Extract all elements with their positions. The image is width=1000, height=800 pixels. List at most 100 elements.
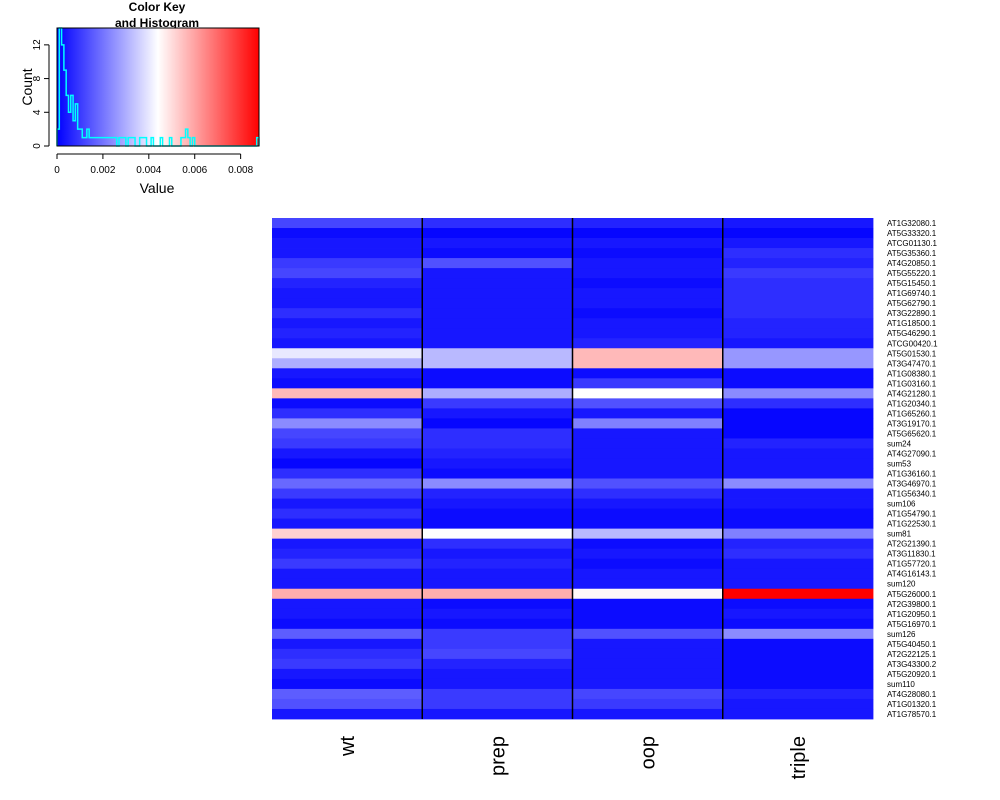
heatmap-cell <box>722 308 874 319</box>
heatmap-cell <box>722 638 874 650</box>
heatmap-cell <box>422 388 573 399</box>
heatmap-cell <box>572 548 724 560</box>
heatmap-cell <box>572 428 724 439</box>
heatmap-cell <box>572 228 724 239</box>
column-label: triple <box>788 736 810 779</box>
heatmap-cell <box>272 248 423 259</box>
heatmap-cell <box>422 528 573 540</box>
heatmap-cell <box>722 218 874 229</box>
heatmap-cell <box>272 348 423 359</box>
heatmap-cell <box>422 678 573 690</box>
heatmap-cell <box>572 388 724 399</box>
row-label: AT5G16970.1 <box>887 620 937 629</box>
heatmap-cell <box>422 278 573 289</box>
row-label: AT3G46970.1 <box>887 480 937 489</box>
color-key-x-label: Value <box>140 180 175 196</box>
color-key-y-tick-label: 12 <box>32 39 43 51</box>
heatmap-cell <box>422 578 573 590</box>
heatmap-cell <box>272 258 423 269</box>
heatmap-cell <box>572 438 724 449</box>
heatmap-cell <box>572 308 724 319</box>
heatmap-cell <box>422 568 573 580</box>
heatmap-cell <box>272 338 423 349</box>
heatmap-cell <box>572 278 724 289</box>
heatmap-cell <box>422 408 573 419</box>
heatmap-cell <box>722 678 874 690</box>
heatmap-cell <box>722 338 874 349</box>
row-label: AT1G65260.1 <box>887 409 937 418</box>
heatmap-cell <box>722 538 874 550</box>
row-label: AT1G69740.1 <box>887 289 937 298</box>
row-label: AT2G22125.1 <box>887 650 937 659</box>
heatmap-cell <box>722 518 874 530</box>
heatmap-cell <box>572 468 724 479</box>
row-label: AT5G40450.1 <box>887 640 937 649</box>
heatmap-cell <box>422 458 573 469</box>
heatmap-cell <box>572 448 724 459</box>
color-key-x-axis: 0 0.002 0.004 0.006 0.008 <box>54 153 254 176</box>
heatmap-cell <box>272 278 423 289</box>
row-label: AT1G08380.1 <box>887 369 937 378</box>
color-key-y-tick-label: 4 <box>32 109 43 115</box>
heatmap-cell <box>422 498 573 509</box>
row-label: AT5G33320.1 <box>887 229 937 238</box>
heatmap-cell <box>722 508 874 519</box>
heatmap-cell <box>722 258 874 269</box>
color-key-x-tick-label: 0.008 <box>228 165 253 176</box>
heatmap-cell <box>572 398 724 409</box>
row-label: sum110 <box>887 680 915 689</box>
heatmap-cell <box>422 698 573 710</box>
row-label: ATCG01130.1 <box>887 239 938 248</box>
heatmap-cell <box>272 328 423 339</box>
heatmap-cell <box>272 598 423 610</box>
heatmap-cell <box>422 548 573 560</box>
heatmap-column-labels: wt prep oop triple <box>337 736 810 780</box>
row-label: AT3G22890.1 <box>887 309 937 318</box>
heatmap-column-separators <box>421 218 724 719</box>
row-label: sum106 <box>887 500 916 509</box>
heatmap-cell <box>422 218 573 229</box>
heatmap-cell <box>272 238 423 249</box>
color-key: Color Key and Histogram 0 0.002 0.004 0.006… <box>19 0 260 196</box>
heatmap-cell <box>422 248 573 259</box>
heatmap-cell <box>422 368 573 379</box>
heatmap-cell <box>572 568 724 580</box>
heatmap-cell <box>722 438 874 449</box>
heatmap-cell <box>272 358 423 369</box>
heatmap-cell <box>722 368 874 379</box>
heatmap-cell <box>422 228 573 239</box>
heatmap-cell <box>272 628 423 640</box>
heatmap-cell <box>272 518 423 530</box>
heatmap-cell <box>272 528 423 540</box>
heatmap-cell <box>422 638 573 650</box>
heatmap-cell <box>422 448 573 459</box>
heatmap-cell <box>422 488 573 499</box>
heatmap-cell <box>422 298 573 309</box>
row-label: AT4G16143.1 <box>887 570 937 579</box>
heatmap-cell <box>272 418 423 429</box>
heatmap-cell <box>572 288 724 299</box>
heatmap-cell <box>272 678 423 690</box>
heatmap-cell <box>572 238 724 249</box>
heatmap-cell <box>272 588 423 600</box>
heatmap-cell <box>722 268 874 279</box>
heatmap-cell <box>572 358 724 369</box>
heatmap-cell <box>422 558 573 570</box>
heatmap-cell <box>722 278 874 289</box>
heatmap-cell <box>722 688 874 700</box>
heatmap-cell <box>722 698 874 710</box>
heatmap-cell <box>572 338 724 349</box>
heatmap-cell <box>272 288 423 299</box>
heatmap-cell <box>722 618 874 630</box>
heatmap-cell <box>272 318 423 329</box>
color-key-y-label: Count <box>19 68 35 105</box>
heatmap-cell <box>272 578 423 590</box>
heatmap-cell <box>272 428 423 439</box>
row-label: AT5G62790.1 <box>887 299 937 308</box>
heatmap-cell <box>572 628 724 640</box>
heatmap-cell <box>272 468 423 479</box>
heatmap-cell <box>272 558 423 570</box>
heatmap-cell <box>272 688 423 700</box>
row-label: AT2G21390.1 <box>887 540 937 549</box>
